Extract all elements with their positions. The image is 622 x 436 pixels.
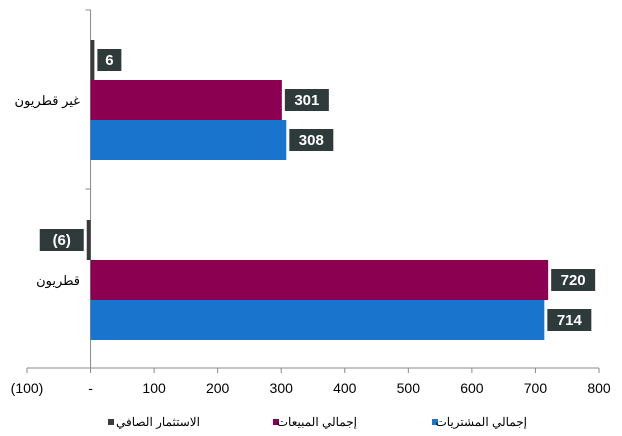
- category-label: غير قطريون: [15, 93, 81, 109]
- data-label: 308: [299, 132, 324, 149]
- x-tick-label: (100): [11, 380, 44, 396]
- data-label: 720: [561, 272, 586, 289]
- data-label-box: [289, 129, 334, 151]
- data-label-box: [547, 309, 592, 331]
- legend-swatch: [108, 419, 114, 425]
- data-label-box: [551, 269, 596, 291]
- data-label: (6): [53, 232, 71, 249]
- legend-swatch: [273, 419, 279, 425]
- x-tick-label: 400: [333, 380, 357, 396]
- bar: [90, 300, 545, 340]
- x-tick-label: 500: [397, 380, 421, 396]
- data-label-box: [97, 49, 122, 71]
- bar: [90, 260, 549, 300]
- chart-bars: [86, 40, 549, 340]
- data-label: 6: [105, 52, 113, 69]
- data-label: 301: [294, 92, 319, 109]
- category-labels: غير قطريون قطريون: [15, 93, 81, 289]
- bar: [90, 120, 287, 160]
- x-tick-label: -: [88, 380, 93, 396]
- legend: الاستثمار الصافي إجمالي المبيعات إجمالي ال…: [108, 415, 527, 430]
- legend-label: الاستثمار الصافي: [116, 415, 200, 429]
- x-tick-label: 600: [460, 380, 484, 396]
- data-label-box: [39, 229, 84, 251]
- x-axis-ticks: (100) - 100 200 300 400 500 600 700 800: [11, 380, 611, 396]
- bar: [90, 80, 282, 120]
- x-tick-label: 200: [206, 380, 230, 396]
- legend-label: إجمالي المبيعات: [277, 415, 357, 430]
- category-label: قطريون: [36, 273, 80, 289]
- x-tick-label: 300: [270, 380, 294, 396]
- x-tick-label: 800: [587, 380, 611, 396]
- bar: [86, 220, 91, 260]
- x-tick-label: 100: [142, 380, 166, 396]
- data-label-box: [284, 89, 329, 111]
- legend-label: إجمالي المشتريات: [435, 415, 527, 430]
- x-tick-label: 700: [524, 380, 548, 396]
- data-labels: 6 301 308 (6) 720 714: [39, 49, 596, 331]
- legend-swatch: [432, 419, 438, 425]
- data-label: 714: [557, 312, 583, 329]
- bar: [90, 40, 95, 80]
